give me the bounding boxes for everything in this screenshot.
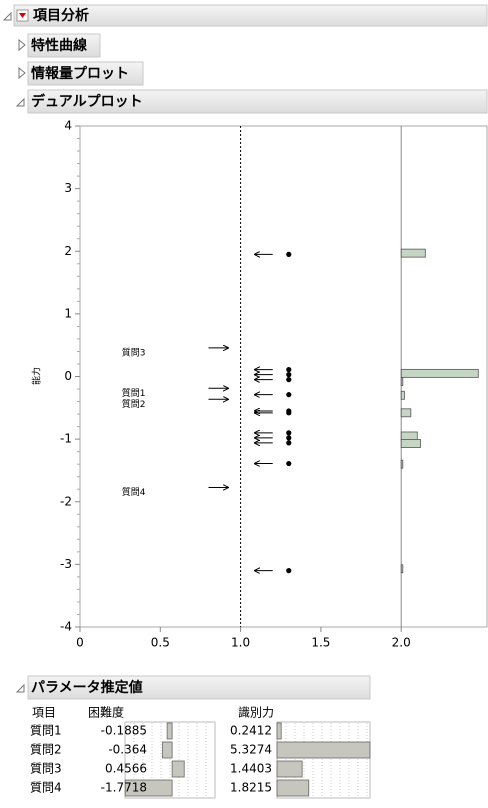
estimate-bar — [276, 741, 371, 759]
discrimination-value: 5.3274 — [230, 743, 272, 757]
histogram-bar — [400, 377, 404, 386]
outline-title: 項目分析 — [33, 7, 89, 24]
y-tick-label: 3 — [64, 181, 72, 195]
item-label: 質問3 — [122, 346, 146, 358]
y-tick-label: 4 — [64, 119, 72, 133]
header-box[interactable] — [27, 33, 101, 58]
y-tick-label: 1 — [64, 306, 72, 320]
difficulty-value: 0.4566 — [105, 762, 147, 776]
section-title[interactable]: 特性曲線 — [31, 37, 87, 54]
ability-point — [286, 440, 292, 446]
ability-point — [286, 377, 292, 383]
item-name: 質問4 — [30, 780, 62, 795]
y-tick-label: 2 — [64, 244, 72, 258]
y-tick-label: -3 — [60, 557, 72, 571]
column-header: 項目 — [32, 706, 56, 720]
header-box — [13, 4, 488, 27]
ability-point — [286, 410, 292, 416]
item-label: 質問2 — [122, 398, 146, 410]
y-tick-label: 0 — [64, 369, 72, 383]
histogram-bar — [400, 408, 412, 418]
section-title[interactable]: デュアルプロット — [31, 93, 143, 110]
estimate-bar — [166, 722, 173, 740]
x-tick-label: 1.0 — [231, 636, 250, 650]
column-header: 困難度 — [88, 705, 124, 720]
y-tick-label: -1 — [60, 432, 72, 446]
menu-arrow — [19, 13, 26, 18]
ability-point — [286, 430, 292, 436]
item-label: 質問4 — [122, 486, 146, 498]
ability-point — [286, 367, 292, 373]
estimate-bar — [162, 741, 173, 759]
discrimination-value: 0.2412 — [230, 724, 272, 738]
x-tick-label: 1.5 — [311, 636, 330, 650]
ability-point — [286, 251, 292, 257]
section-title[interactable]: パラメータ推定値 — [31, 679, 143, 696]
estimate-bar — [276, 760, 303, 778]
y-axis-label: 能力 — [31, 367, 43, 385]
estimate-bar — [276, 779, 310, 797]
ability-point — [286, 372, 292, 378]
histogram-bar — [400, 459, 404, 469]
section-title[interactable]: 情報量プロット — [31, 65, 129, 82]
x-tick-label: 0.5 — [151, 636, 170, 650]
item-name: 質問2 — [30, 742, 62, 757]
item-name: 質問3 — [30, 761, 62, 776]
estimate-bar — [171, 760, 185, 778]
histogram-bar — [400, 564, 404, 574]
histogram-bar — [400, 368, 479, 378]
header-box[interactable] — [27, 61, 144, 86]
discrimination-value: 1.8215 — [230, 781, 272, 795]
ability-point — [286, 392, 292, 398]
histogram-bar — [400, 439, 421, 448]
difficulty-value: -0.1885 — [101, 724, 147, 738]
x-tick-label: 2.0 — [392, 636, 411, 650]
estimate-bar — [276, 722, 282, 740]
disclosure[interactable] — [15, 97, 25, 107]
disclosure[interactable] — [18, 38, 26, 52]
difficulty-value: -1.7718 — [101, 781, 147, 795]
column-header: 識別力 — [238, 706, 274, 720]
item-name: 質問1 — [30, 723, 62, 738]
item-label: 質問1 — [122, 387, 146, 399]
x-tick-label: 0 — [76, 636, 84, 650]
ability-point — [286, 568, 292, 574]
y-tick-label: -2 — [60, 494, 72, 508]
ability-point — [286, 460, 292, 467]
disclosure[interactable] — [2, 11, 12, 21]
header-box[interactable] — [27, 89, 488, 114]
histogram-bar — [400, 248, 426, 258]
histogram-bar — [400, 431, 418, 441]
estimate-bar — [124, 779, 173, 797]
ability-point — [286, 435, 292, 441]
disclosure[interactable] — [18, 66, 26, 80]
histogram-bar — [400, 390, 405, 400]
disclosure[interactable] — [15, 683, 25, 693]
discrimination-value: 1.4403 — [230, 762, 272, 776]
y-tick-label: -4 — [60, 620, 72, 634]
difficulty-value: -0.364 — [108, 743, 147, 757]
header-box[interactable] — [27, 675, 371, 700]
